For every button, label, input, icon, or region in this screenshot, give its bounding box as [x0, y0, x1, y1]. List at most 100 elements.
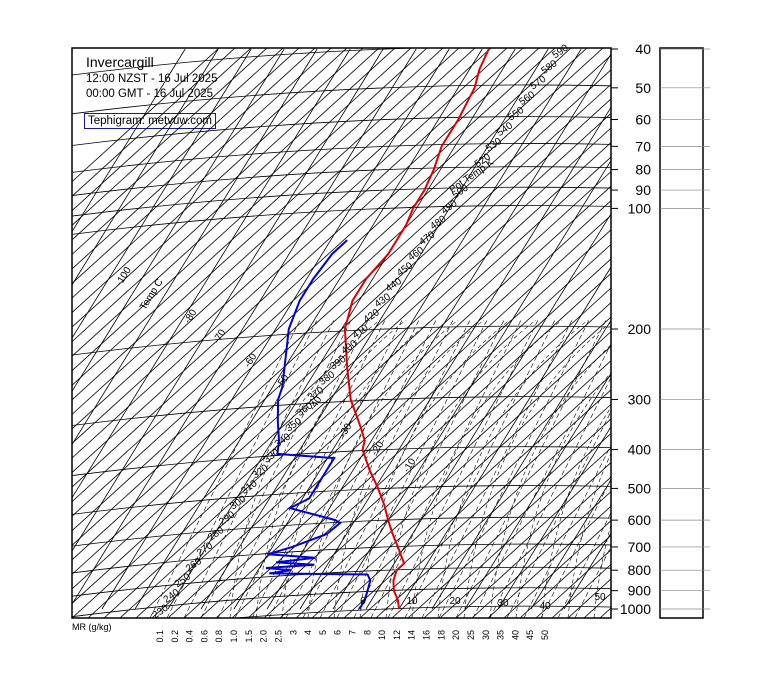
dry-adiabat-line: [391, 418, 611, 618]
dry-adiabat-line: [72, 48, 332, 284]
dry-adiabat-line: [375, 403, 611, 618]
mixing-ratio-tick-label: 0.8: [214, 630, 224, 643]
dry-adiabat-line: [359, 389, 611, 618]
saturated-adiabat-line: [489, 344, 611, 618]
dry-adiabat-line: [183, 229, 611, 618]
pressure-axis: 40 50 60 70 80 90 100 200 300 400 500 600 700 800 900 1…: [611, 41, 710, 617]
isobar-line: [72, 543, 611, 574]
mixing-ratio-tick-label: 1.5: [244, 630, 254, 643]
dry-adiabat-line: [72, 48, 364, 314]
local-time: 12:00 NZST - 16 Jul 2025: [86, 73, 218, 85]
pressure-tick-label: 1000: [620, 601, 651, 617]
isotherm-label: -30: [337, 421, 354, 439]
dry-adiabat-line: [151, 200, 611, 618]
dry-adiabat-line: [664, 0, 760, 618]
isotherm-line: [72, 48, 417, 605]
dry-adiabat-line: [72, 48, 524, 459]
dry-adiabat-line: [72, 48, 348, 299]
wind-panel: [659, 47, 704, 619]
pressure-tick-label: 100: [628, 200, 652, 216]
dry-adiabat-line: [72, 48, 540, 474]
dry-adiabat-line: [72, 48, 444, 386]
dry-adiabat-line: [72, 54, 611, 546]
mixing-ratio-line: [353, 319, 505, 618]
mixing-ratio-tick-label: 4: [303, 630, 313, 635]
isotherm-label: 0: [360, 596, 366, 607]
isotherm-line: [299, 106, 611, 610]
dry-adiabat-line: [72, 48, 460, 401]
dry-adiabat-line: [648, 0, 760, 618]
isobar-line: [72, 116, 611, 146]
pressure-tick-label: 90: [635, 182, 651, 198]
isotherm-line: [497, 425, 611, 610]
pressure-tick-label: 300: [628, 392, 652, 408]
dry-adiabat-line: [72, 98, 611, 590]
pressure-tick-label: 800: [628, 562, 652, 578]
mixing-ratio-tick-label: 20: [451, 630, 461, 640]
dry-adiabat-line: [407, 432, 611, 618]
isotherm-label: 20: [449, 596, 461, 607]
isobar-line: [72, 205, 611, 235]
isotherm-line: [332, 159, 611, 610]
saturated-adiabat-line: [437, 319, 589, 618]
station-title: Invercargill: [86, 54, 154, 70]
isotherm-label: -10: [401, 456, 418, 474]
isotherm-line: [72, 48, 384, 552]
dry-adiabat-line: [72, 48, 604, 532]
isotherm-line: [530, 479, 611, 610]
temperature-trace: [343, 48, 490, 610]
dry-adiabat-line: [199, 243, 611, 618]
dry-adiabat-line: [72, 48, 492, 430]
pressure-tick-label: 700: [628, 539, 652, 555]
pressure-tick-label: 400: [628, 442, 652, 458]
dry-adiabat-line: [423, 447, 611, 618]
pressure-tick-label: 50: [635, 80, 651, 96]
mixing-ratio-tick-label: 1.0: [229, 630, 239, 643]
dry-adiabat-line: [215, 258, 611, 618]
isobar-line: [72, 84, 611, 115]
isotherm-label: 50: [594, 592, 606, 603]
pressure-tick-label: 40: [635, 41, 651, 57]
isotherm-label: 40: [539, 601, 551, 612]
isotherm-line: [72, 48, 219, 286]
dry-adiabat-line: [744, 0, 760, 618]
mixing-ratio-line: [489, 377, 611, 618]
isotherm-line: [72, 48, 252, 339]
isobar-line: [72, 396, 611, 426]
dry-adiabat-line: [567, 578, 611, 618]
mixing-ratio-tick-label: 10: [377, 630, 387, 640]
isobar-line: [72, 516, 611, 547]
isotherm-label: -100: [114, 265, 134, 288]
dry-adiabat-line: [72, 48, 412, 357]
sounding-traces: [265, 48, 490, 610]
dry-adiabat-line: [72, 48, 396, 343]
isotherm-label: -60: [242, 351, 259, 369]
saturated-adiabat-line: [255, 319, 407, 618]
dry-adiabat-line: [87, 142, 611, 618]
dry-adiabat-line: [712, 0, 760, 618]
dry-adiabat-line: [696, 0, 760, 618]
mixing-ratio-tick-label: 2.5: [273, 630, 283, 643]
mixing-ratio-line: [421, 319, 573, 618]
isotherm-line: [464, 372, 611, 610]
dry-adiabat-line: [295, 331, 611, 618]
mixing-ratio-tick-label: 25: [466, 630, 476, 640]
pressure-tick-label: 500: [628, 480, 652, 496]
saturated-adiabat-line: [229, 319, 381, 618]
isotherm-line: [200, 48, 549, 610]
dry-adiabat-line: [72, 48, 556, 488]
pressure-tick-label: 600: [628, 512, 652, 528]
isotherm-line: [134, 48, 483, 610]
mixing-ratio-tick-label: 0.4: [185, 630, 195, 643]
dry-adiabat-line: [632, 0, 760, 618]
dry-adiabat-line: [72, 48, 300, 255]
isotherm-line: [431, 319, 611, 610]
mixing-ratio-tick-label: 5: [318, 630, 328, 635]
saturated-adiabat-line: [281, 319, 433, 618]
dry-adiabat-line: [72, 48, 380, 328]
mixing-ratio-tick-label: 18: [436, 630, 446, 640]
pressure-tick-label: 60: [635, 112, 651, 128]
mixing-ratio-tick-label: 14: [407, 630, 417, 640]
dry-adiabat-line: [247, 287, 611, 618]
